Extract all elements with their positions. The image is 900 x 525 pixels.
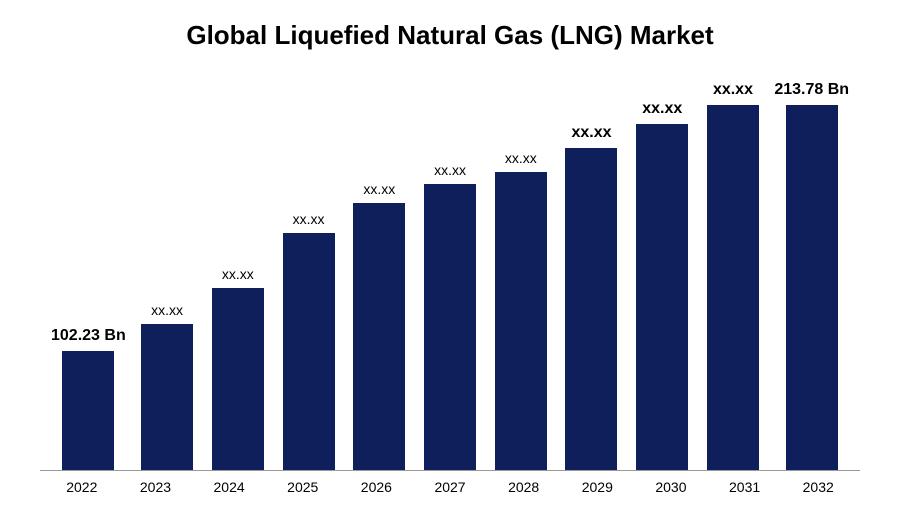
bar xyxy=(707,105,759,470)
bar-value-label: xx.xx xyxy=(713,81,753,99)
bar-value-label: xx.xx xyxy=(151,302,183,318)
x-axis-label: 2032 xyxy=(781,479,855,495)
bar xyxy=(636,124,688,470)
x-axis-label: 2022 xyxy=(45,479,119,495)
bar-wrapper: xx.xx xyxy=(132,81,203,470)
x-axis-label: 2026 xyxy=(340,479,414,495)
bar-value-label: xx.xx xyxy=(222,266,254,282)
bar-value-label: xx.xx xyxy=(505,150,537,166)
bar-value-label: xx.xx xyxy=(434,162,466,178)
x-axis-label: 2028 xyxy=(487,479,561,495)
chart-area: 102.23 Bn xx.xx xx.xx xx.xx xx.xx xx.xx xx.xx x… xyxy=(40,81,860,495)
bar-value-label: xx.xx xyxy=(642,100,682,118)
bar-value-label: xx.xx xyxy=(363,181,395,197)
x-axis-label: 2029 xyxy=(560,479,634,495)
bar xyxy=(283,233,335,470)
bar xyxy=(495,172,547,470)
bar-wrapper: 102.23 Bn xyxy=(45,81,132,470)
bar xyxy=(62,351,114,470)
x-axis-label: 2030 xyxy=(634,479,708,495)
bar-wrapper: xx.xx xyxy=(627,81,698,470)
bar-wrapper: xx.xx xyxy=(415,81,486,470)
x-axis-labels: 2022202320242025202620272028202920302031… xyxy=(40,471,860,495)
bar-wrapper: xx.xx xyxy=(485,81,556,470)
chart-title: Global Liquefied Natural Gas (LNG) Marke… xyxy=(40,20,860,51)
x-axis-label: 2025 xyxy=(266,479,340,495)
bar xyxy=(353,203,405,470)
bar xyxy=(212,288,264,470)
bar-value-label: 213.78 Bn xyxy=(774,81,849,99)
bar-wrapper: xx.xx xyxy=(202,81,273,470)
bar-wrapper: xx.xx xyxy=(698,81,769,470)
bar-value-label: 102.23 Bn xyxy=(51,327,126,345)
bar-value-label: xx.xx xyxy=(571,124,611,142)
bar-wrapper: 213.78 Bn xyxy=(768,81,855,470)
bar xyxy=(565,148,617,470)
bar xyxy=(424,184,476,470)
x-axis-label: 2024 xyxy=(192,479,266,495)
bar-wrapper: xx.xx xyxy=(556,81,627,470)
bar-wrapper: xx.xx xyxy=(344,81,415,470)
x-axis-label: 2023 xyxy=(119,479,193,495)
x-axis-label: 2031 xyxy=(708,479,782,495)
bar xyxy=(786,105,838,470)
bar xyxy=(141,324,193,470)
bar-wrapper: xx.xx xyxy=(273,81,344,470)
bars-container: 102.23 Bn xx.xx xx.xx xx.xx xx.xx xx.xx xx.xx x… xyxy=(40,81,860,471)
bar-value-label: xx.xx xyxy=(293,211,325,227)
x-axis-label: 2027 xyxy=(413,479,487,495)
